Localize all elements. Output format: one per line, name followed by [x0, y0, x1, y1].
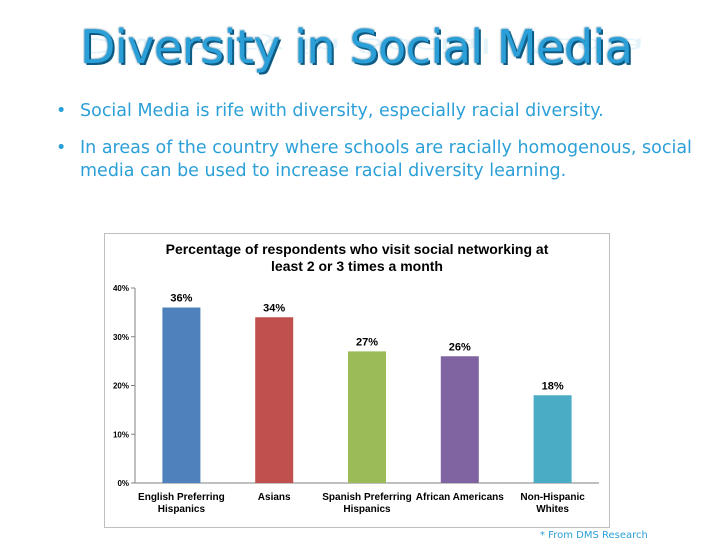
y-tick-label: 30%: [113, 333, 129, 342]
data-label: 34%: [263, 302, 285, 314]
bar: [533, 395, 572, 483]
bar: [162, 307, 201, 483]
x-tick-label: English Preferring: [138, 492, 225, 503]
data-label: 18%: [542, 380, 564, 392]
bullet-item: In areas of the country where schools ar…: [56, 137, 716, 183]
slide-title: Diversity in Social Media: [80, 20, 633, 74]
x-tick-label: Asians: [258, 492, 291, 503]
data-label: 36%: [170, 293, 192, 305]
x-tick-label: Spanish Preferring: [322, 492, 411, 503]
x-tick-label: Whites: [536, 504, 569, 515]
chart-frame: Percentage of respondents who visit soci…: [104, 233, 610, 528]
x-tick-label: Non-Hispanic: [520, 492, 585, 503]
x-tick-label: Hispanics: [343, 504, 391, 515]
bullet-item: Social Media is rife with diversity, esp…: [56, 100, 716, 123]
x-tick-label: African Americans: [416, 492, 504, 503]
chart-title-line: Percentage of respondents who visit soci…: [166, 241, 549, 257]
data-label: 27%: [356, 336, 378, 348]
bullet-list: Social Media is rife with diversity, esp…: [56, 100, 716, 197]
bar: [348, 351, 386, 483]
source-note: * From DMS Research: [540, 530, 648, 541]
chart-title-line: least 2 or 3 times a month: [271, 258, 443, 274]
bar: [255, 317, 294, 483]
y-tick-label: 10%: [113, 430, 129, 439]
bar: [440, 356, 479, 483]
x-tick-label: Hispanics: [158, 504, 206, 515]
y-tick-label: 0%: [117, 479, 129, 488]
data-label: 26%: [449, 341, 471, 353]
y-tick-label: 20%: [113, 382, 129, 391]
y-tick-label: 40%: [113, 284, 129, 293]
bar-chart: Percentage of respondents who visit soci…: [113, 241, 599, 515]
